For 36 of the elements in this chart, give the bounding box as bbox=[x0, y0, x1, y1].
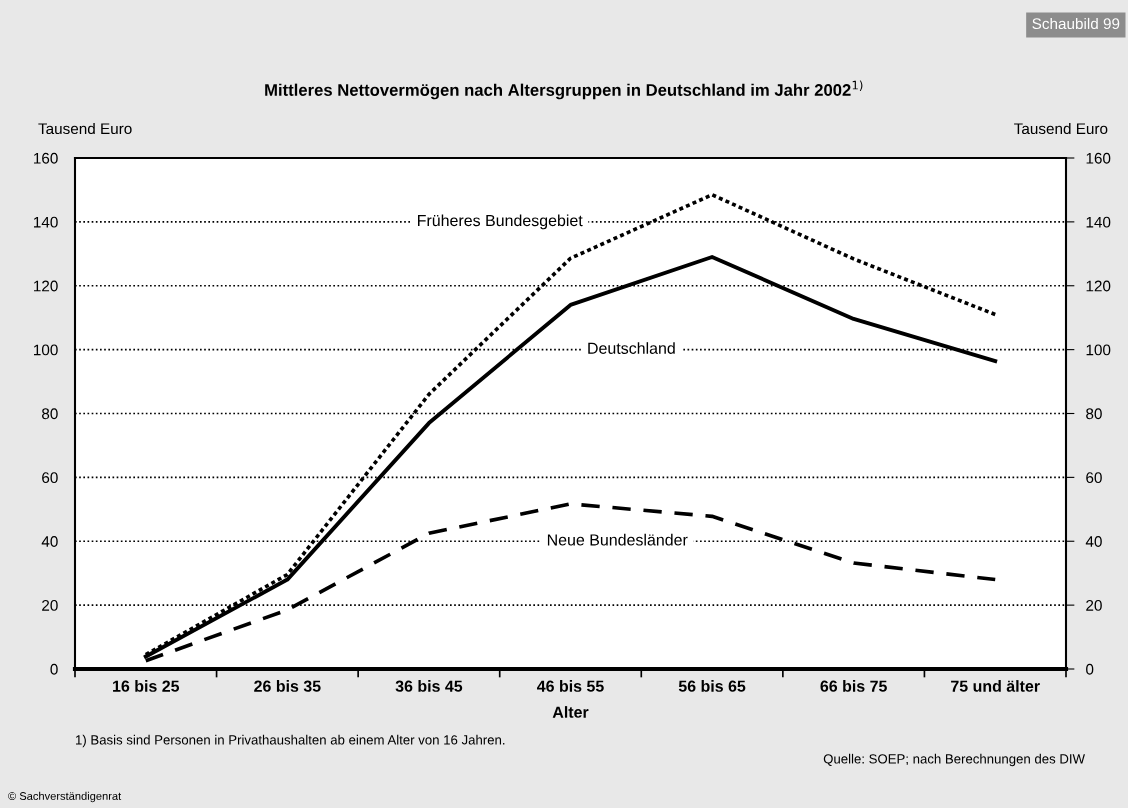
y2-tick-label: 160 bbox=[1086, 152, 1111, 164]
text: Deutschland bbox=[588, 342, 675, 354]
y2-tick-label: 60 bbox=[1086, 472, 1102, 484]
series-label: Neue Bundesländer bbox=[547, 533, 688, 546]
y2-tick-label: 20 bbox=[1086, 599, 1102, 611]
x-tick-label: 66 bis 75 bbox=[820, 680, 887, 692]
x-axis-title: Alter bbox=[552, 706, 589, 718]
y-tick-label: 160 bbox=[34, 152, 58, 164]
text: Schaubild 99 bbox=[1032, 17, 1120, 30]
x-tick-label: 46 bis 55 bbox=[537, 680, 604, 692]
y-tick-label: 0 bbox=[50, 663, 58, 675]
y2-axis-title: Tausend Euro bbox=[1014, 122, 1108, 135]
x-tick-label: 16 bis 25 bbox=[113, 680, 180, 692]
y2-tick-label: 140 bbox=[1086, 216, 1111, 228]
x-tick-label: 26 bis 35 bbox=[254, 680, 321, 692]
y-tick-label: 100 bbox=[34, 344, 58, 356]
x-tick-label: 75 und älter bbox=[951, 680, 1040, 692]
y2-tick-label: 0 bbox=[1086, 663, 1094, 675]
y-tick-label: 80 bbox=[42, 408, 58, 420]
text: © Sachverständigenrat bbox=[8, 791, 122, 803]
source-note: Quelle: SOEP; nach Berechnungen des DIW bbox=[823, 753, 1085, 767]
y-tick-label: 20 bbox=[42, 599, 58, 611]
y2-tick-label: 40 bbox=[1085, 536, 1102, 547]
y-tick-label: 140 bbox=[34, 216, 58, 228]
y-tick-label: 60 bbox=[42, 472, 58, 484]
series-label: Früheres Bundesgebiet bbox=[418, 214, 583, 230]
y2-tick-label: 120 bbox=[1086, 280, 1111, 292]
y-tick-label: 40 bbox=[41, 536, 58, 547]
y2-tick-label: 100 bbox=[1086, 344, 1111, 356]
y2-tick-label: 80 bbox=[1086, 408, 1102, 420]
x-tick-label: 36 bis 45 bbox=[395, 680, 463, 692]
y-axis-title: Tausend Euro bbox=[38, 122, 132, 135]
x-tick-label: 56 bis 65 bbox=[678, 680, 746, 692]
chart-title: Mittleres Nettovermögen nach Altersgruppen in Deutschland im Jahr 2002$^{1)}$ bbox=[265, 80, 863, 100]
text: 1) Basis sind Personen in Privathaushalten ab einem Alter von 16 Jahren. bbox=[76, 734, 505, 748]
y-tick-label: 120 bbox=[34, 280, 58, 292]
